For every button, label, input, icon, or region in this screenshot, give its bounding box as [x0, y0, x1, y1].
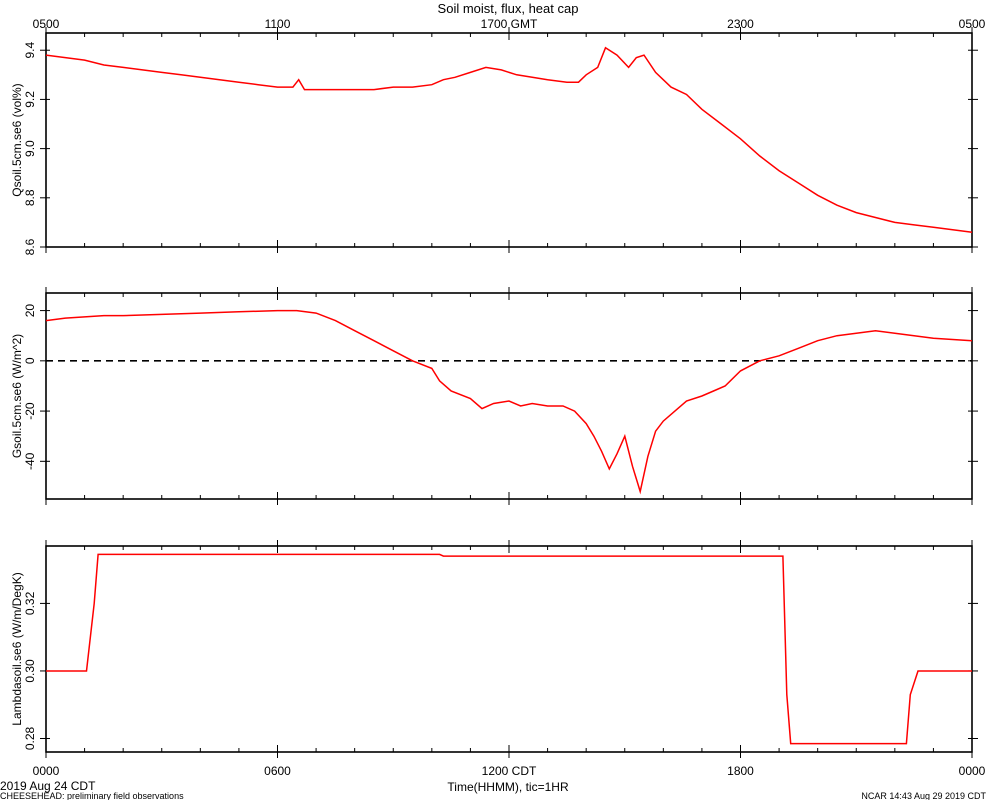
footer-right-note: NCAR 14:43 Aug 29 2019 CDT — [861, 791, 986, 800]
y-tick-label: -20 — [23, 402, 37, 420]
plot-frame — [45, 545, 973, 753]
top-tick-label: 0500 — [959, 17, 986, 31]
footer-left-note: CHEESEHEAD: preliminary field observatio… — [0, 791, 184, 800]
y-tick-label: 0.32 — [23, 591, 37, 615]
y-tick-label: 0.28 — [23, 726, 37, 750]
bottom-tick-label: 1800 — [727, 764, 754, 778]
panel-soil-heat-flux: -40 -20 0 20 Gsoil.5cm.se6 (W/m^2) — [10, 287, 978, 505]
top-tick-label: 1700 GMT — [481, 17, 538, 31]
bottom-axis-labels: 0000 0600 1200 CDT 1800 0000 — [33, 764, 986, 778]
bottom-tick-label: 0600 — [264, 764, 291, 778]
plot-frame — [45, 292, 973, 500]
top-axis-labels: 0500 1100 1700 GMT 2300 0500 — [33, 17, 986, 31]
bottom-tick-label: 1200 CDT — [482, 764, 537, 778]
top-tick-label: 2300 — [727, 17, 754, 31]
x-axis-label: Time(HHMM), tic=1HR — [447, 780, 569, 794]
y-tick-label: -40 — [23, 452, 37, 470]
y-tick-label: 9.2 — [23, 91, 37, 108]
bottom-tick-label: 0000 — [33, 764, 60, 778]
y-tick-label: 8.6 — [23, 238, 37, 255]
y-tick-label: 8.8 — [23, 189, 37, 206]
y-tick-label: 9.4 — [23, 42, 37, 59]
series-line — [45, 46, 973, 233]
y-axis-label: Gsoil.5cm.se6 (W/m^2) — [10, 334, 24, 458]
y-tick-label: 0.30 — [23, 659, 37, 683]
y-tick-label: 0 — [23, 357, 37, 364]
series-line — [45, 309, 973, 495]
y-tick-label: 9.0 — [23, 140, 37, 157]
series-line — [46, 553, 972, 745]
top-tick-label: 0500 — [33, 17, 60, 31]
y-axis-label: Lambdasoil.se6 (W/m/DegK) — [10, 572, 24, 725]
y-axis-label: Qsoil.5cm.se6 (vol%) — [10, 83, 24, 196]
date-label: 2019 Aug 24 CDT — [0, 779, 96, 793]
plot-frame — [45, 32, 973, 248]
y-tick-label: 20 — [23, 304, 37, 318]
bottom-tick-label: 0000 — [959, 764, 986, 778]
top-tick-label: 1100 — [265, 17, 291, 31]
panel-soil-moisture: 8.6 8.8 9.0 9.2 9.4 Qsoil.5cm.se6 (vol%) — [10, 27, 978, 255]
chart-title: Soil moist, flux, heat cap — [438, 1, 579, 16]
